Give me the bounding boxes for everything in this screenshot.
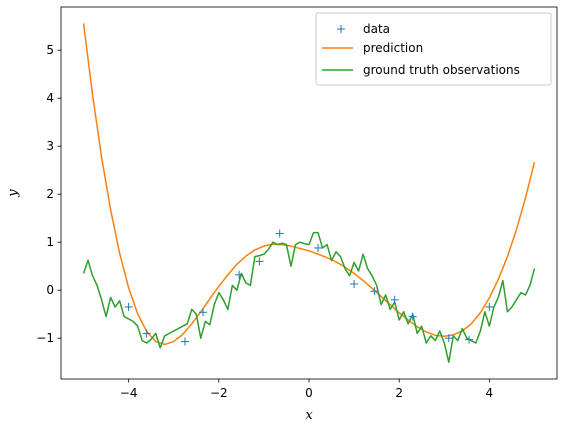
legend-box: [315, 12, 552, 86]
y-tick-label: 2: [46, 187, 54, 201]
data-point: [444, 334, 453, 343]
y-tick-label: 1: [46, 235, 54, 249]
y-tick-label: 4: [46, 91, 54, 105]
y-tick-label: 3: [46, 139, 54, 153]
data-point: [390, 295, 399, 304]
x-tick-label: 4: [486, 386, 494, 400]
data-point: [485, 303, 494, 311]
y-tick-label: 5: [46, 43, 54, 57]
data-point: [275, 229, 284, 238]
data-point: [199, 308, 208, 317]
data-point: [408, 312, 417, 321]
x-tick-label: 2: [395, 386, 403, 400]
x-tick-label: −2: [210, 386, 228, 400]
plot-markers: [124, 229, 494, 346]
x-tick-label: −4: [120, 386, 138, 400]
data-point: [350, 279, 359, 288]
legend-label-ground-truth: ground truth observations: [363, 63, 520, 77]
data-point: [124, 303, 133, 311]
data-point: [235, 270, 244, 279]
y-tick-label: −1: [36, 331, 54, 345]
legend-label-data: data: [363, 22, 390, 36]
plot-lines: [82, 23, 536, 363]
data-point: [181, 337, 189, 346]
data-point: [255, 257, 264, 266]
data-point: [142, 329, 151, 338]
y-axis: −1 0 1 2 3 4 5: [36, 43, 61, 345]
data-point: [314, 243, 323, 252]
y-tick-label: 0: [46, 283, 54, 297]
x-tick-label: 0: [305, 386, 313, 400]
legend-label-prediction: prediction: [363, 41, 423, 55]
series-line-ground-truth-observations: [82, 231, 536, 363]
x-axis-label: x: [305, 408, 313, 423]
data-point: [465, 335, 474, 344]
legend: data prediction ground truth observation…: [315, 12, 552, 86]
data-point: [370, 287, 379, 296]
x-axis: −4 −2 0 2 4: [120, 379, 493, 400]
y-axis-label: y: [6, 189, 21, 198]
